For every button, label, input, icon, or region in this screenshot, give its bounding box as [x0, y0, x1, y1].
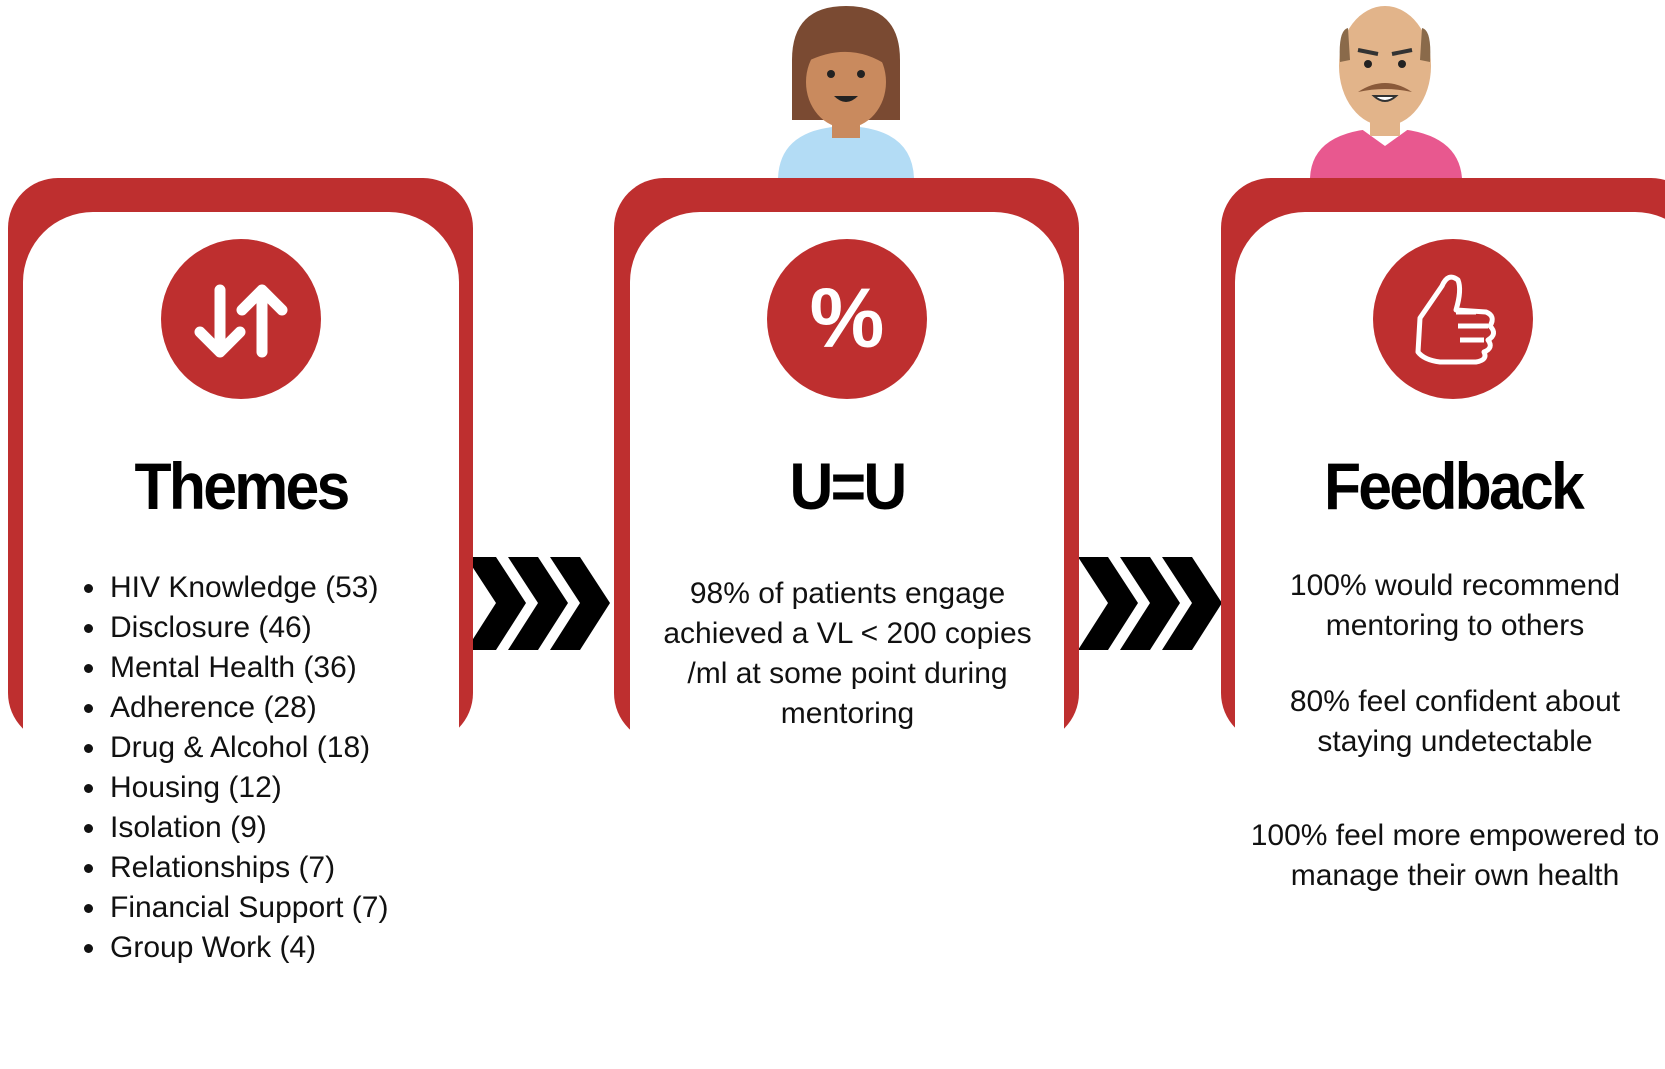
card-title: U=U	[645, 448, 1050, 524]
theme-list: HIV Knowledge (53)Disclosure (46)Mental …	[78, 568, 388, 968]
u-u-paragraph: 98% of patients engage achieved a VL < 2…	[660, 574, 1035, 734]
card-title: Feedback	[1251, 448, 1656, 524]
icon-text: %	[767, 270, 927, 367]
feedback-paragraph: 100% would recommend mentoring to others	[1245, 566, 1665, 646]
card-title: Themes	[39, 448, 444, 524]
theme-item: Housing (12)	[108, 768, 388, 808]
theme-item: Financial Support (7)	[108, 888, 388, 928]
chevrons-right	[1078, 557, 1222, 650]
theme-item: Isolation (9)	[108, 808, 388, 848]
avatar-woman	[778, 6, 914, 178]
theme-item: Drug & Alcohol (18)	[108, 728, 388, 768]
theme-item: Mental Health (36)	[108, 648, 388, 688]
theme-item: HIV Knowledge (53)	[108, 568, 388, 608]
icon-circle	[161, 239, 321, 399]
chevrons-left	[466, 557, 610, 650]
theme-item: Disclosure (46)	[108, 608, 388, 648]
feedback-paragraph: 80% feel confident about staying undetec…	[1245, 682, 1665, 762]
page: Themes U=U Feedback % HIV Knowledge (53)…	[0, 0, 1665, 1069]
theme-item: Group Work (4)	[108, 928, 388, 968]
icon-circle	[1373, 239, 1533, 399]
feedback-paragraph: 100% feel more empowered to manage their…	[1245, 816, 1665, 896]
theme-item: Adherence (28)	[108, 688, 388, 728]
avatar-man	[1310, 6, 1462, 178]
theme-item: Relationships (7)	[108, 848, 388, 888]
